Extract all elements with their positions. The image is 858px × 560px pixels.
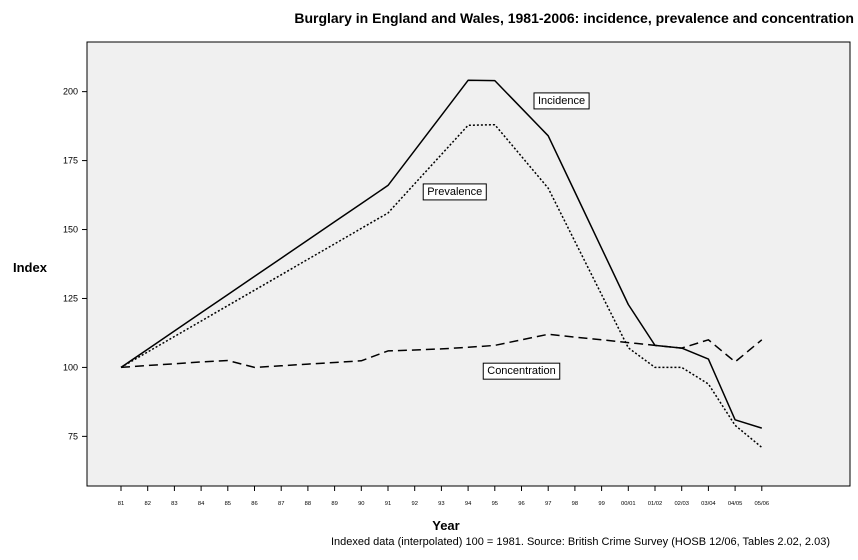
annotation-box (482, 362, 561, 380)
y-tick-label: 75 (68, 431, 78, 441)
annotation-label: Prevalence (427, 186, 482, 198)
x-tick-label: 05/06 (755, 501, 770, 507)
x-tick-label: 82 (144, 501, 150, 507)
series-line-concentration (120, 333, 763, 369)
x-tick-label: 96 (518, 501, 524, 507)
series-line-prevalence (120, 123, 763, 448)
x-tick-label: 98 (572, 501, 578, 507)
y-axis: 75 100 125 150 175 200 (63, 87, 87, 441)
x-axis: 81 82 83 84 85 86 87 88 89 90 91 92 93 94 95 96 97 98 99 00… (118, 486, 769, 507)
plot-area (86, 41, 851, 487)
x-tick-label: 04/05 (728, 501, 743, 507)
x-tick-label: 97 (545, 501, 551, 507)
annotation-concentration: Concentration (482, 362, 561, 380)
x-tick-label: 99 (598, 501, 604, 507)
x-tick-label: 95 (492, 501, 498, 507)
x-tick-label: 87 (278, 501, 284, 507)
y-axis-title: Index (13, 260, 48, 275)
annotation-box (533, 92, 590, 110)
annotation-label: Incidence (538, 95, 585, 107)
series-lines (120, 79, 763, 448)
x-tick-label: 00/01 (621, 501, 636, 507)
y-tick-label: 125 (63, 293, 78, 303)
annotation-incidence: Incidence (533, 92, 590, 110)
x-tick-label: 89 (331, 501, 337, 507)
y-tick-label: 100 (63, 362, 78, 372)
annotation-prevalence: Prevalence (422, 183, 487, 201)
x-tick-label: 03/04 (701, 501, 716, 507)
x-tick-label: 93 (438, 501, 444, 507)
x-tick-label: 81 (118, 501, 124, 507)
x-axis-title: Year (432, 518, 459, 533)
annotation-box (422, 183, 487, 201)
x-tick-label: 94 (465, 501, 472, 507)
x-tick-label: 90 (358, 501, 364, 507)
x-tick-label: 91 (385, 501, 391, 507)
x-tick-label: 02/03 (674, 501, 689, 507)
x-tick-label: 85 (225, 501, 231, 507)
chart-source-note: Indexed data (interpolated) 100 = 1981. … (330, 536, 830, 548)
x-tick-label: 84 (198, 501, 205, 507)
x-tick-label: 92 (411, 501, 417, 507)
y-tick-label: 200 (63, 87, 78, 97)
chart-title: Burglary in England and Wales, 1981-2006… (294, 10, 854, 26)
y-tick-label: 150 (63, 225, 78, 235)
annotation-label: Concentration (487, 365, 556, 377)
annotations: Incidence Prevalence Concentration (422, 92, 590, 380)
x-tick-label: 88 (305, 501, 311, 507)
x-tick-label: 01/02 (648, 501, 663, 507)
x-tick-label: 83 (171, 501, 177, 507)
x-tick-label: 86 (251, 501, 257, 507)
y-tick-label: 175 (63, 156, 78, 166)
